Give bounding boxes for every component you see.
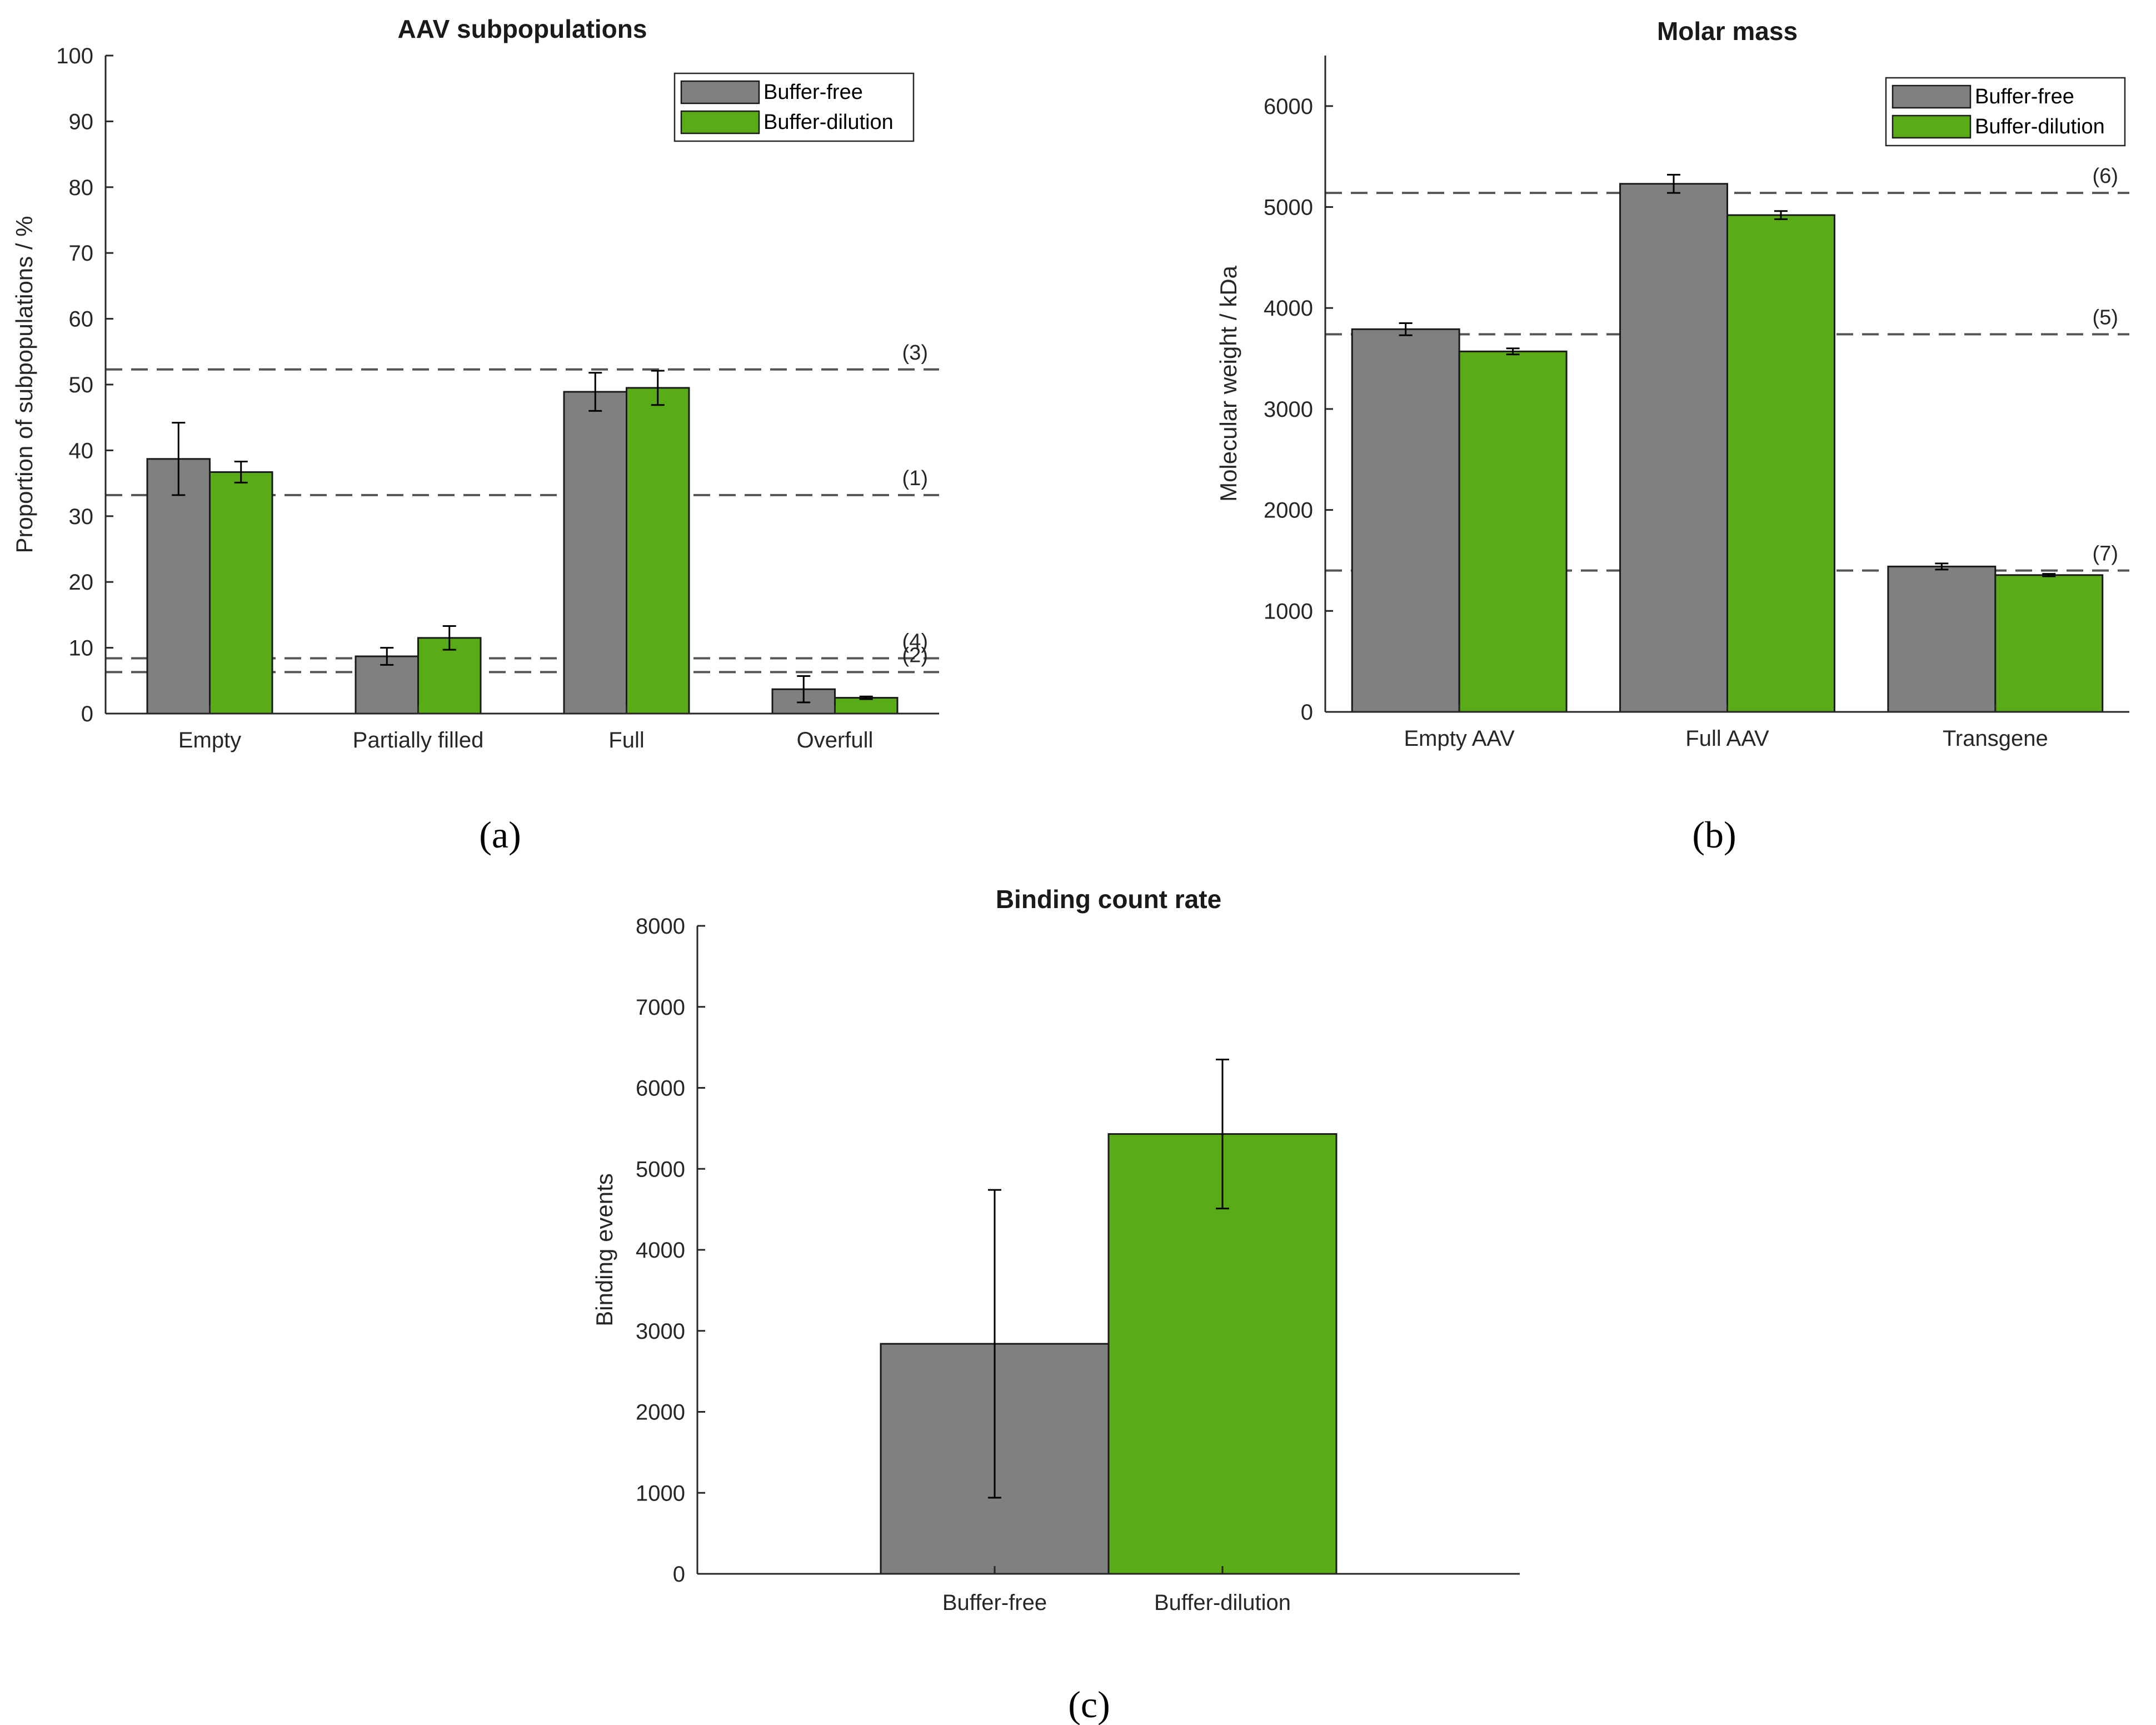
chart-b-ytick-label-1: 1000 (1264, 599, 1313, 624)
chart-a-ytick-label-2: 20 (69, 570, 94, 595)
chart-b-bar-0-1 (1619, 183, 1728, 713)
chart-c-title: Binding count rate (996, 885, 1221, 914)
chart-a-ytick-label-5: 50 (69, 373, 94, 397)
chart-b-xtick-label-2: Transgene (1943, 726, 2048, 751)
chart-a-ytick-label-7: 70 (69, 241, 94, 266)
chart-b-xtick-label-1: Full AAV (1685, 726, 1769, 751)
chart-a-ytick-label-9: 90 (69, 109, 94, 134)
chart-a-xtick-label-1: Partially filled (353, 728, 484, 752)
chart-c-ytick-label-6: 6000 (636, 1076, 685, 1101)
chart-b-ytick-label-6: 6000 (1264, 94, 1313, 119)
chart-a-xtick-label-0: Empty (178, 728, 241, 752)
chart-b-legend-label-0: Buffer-free (1975, 85, 2074, 108)
chart-c-ytick-label-5: 5000 (636, 1157, 685, 1181)
chart-a-xtick-label-2: Full (608, 728, 644, 752)
chart-a-bar-1-2 (626, 387, 690, 715)
chart-a-ytick-label-6: 60 (69, 307, 94, 332)
chart-a-legend-label-1: Buffer-dilution (763, 111, 894, 134)
chart-a-ytick-label-4: 40 (69, 438, 94, 463)
chart-c-ytick-label-1: 1000 (636, 1481, 685, 1505)
chart-b-xtick-label-0: Empty AAV (1404, 726, 1515, 751)
chart-b-bar-0-2 (1887, 565, 1997, 713)
chart-b-bar-1-2 (1994, 574, 2104, 713)
chart-b-ylabel: Molecular weight / kDa (1215, 265, 1241, 501)
panel-label-c: (c) (1068, 1683, 1110, 1725)
chart-b-ytick-label-3: 3000 (1264, 397, 1313, 422)
chart-c-ylabel: Binding events (591, 1173, 617, 1327)
chart-a-bar-1-0 (209, 471, 273, 715)
chart-a-refline-label-2: (4) (902, 630, 928, 654)
chart-b-legend-swatch-1 (1892, 114, 1972, 139)
chart-c-ytick-label-2: 2000 (636, 1400, 685, 1425)
chart-b-legend-label-1: Buffer-dilution (1975, 115, 2105, 138)
chart-a-bar-1-1 (417, 637, 482, 715)
chart-b-ytick-label-0: 0 (1301, 700, 1313, 725)
chart-b-title: Molar mass (1657, 17, 1798, 46)
chart-a-ytick-label-3: 30 (69, 505, 94, 529)
chart-b-refline-label-2: (7) (2093, 542, 2118, 566)
chart-b-legend-swatch-0 (1892, 84, 1972, 109)
chart-b-bar-1-0 (1458, 350, 1568, 713)
panel-label-b: (b) (1692, 814, 1736, 856)
chart-c-ytick-label-8: 8000 (636, 914, 685, 939)
panel-label-a: (a) (479, 814, 521, 856)
chart-b-refline-label-1: (5) (2093, 306, 2118, 329)
chart-a-ytick-label-1: 10 (69, 636, 94, 661)
chart-a-bar-0-0 (146, 458, 211, 715)
chart-c-ytick-label-4: 4000 (636, 1238, 685, 1263)
chart-a-legend-label-0: Buffer-free (763, 81, 863, 104)
chart-a-refline-label-1: (1) (902, 467, 928, 490)
chart-a-legend-swatch-0 (680, 80, 760, 104)
chart-a-title: AAV subpopulations (398, 14, 647, 43)
chart-a-legend-swatch-1 (680, 110, 760, 134)
chart-b-refline-label-0: (6) (2093, 164, 2118, 188)
chart-b-bar-0-0 (1351, 328, 1460, 713)
chart-c-ytick-label-7: 7000 (636, 995, 685, 1020)
chart-a-xtick-label-3: Overfull (797, 728, 874, 752)
chart-a-ytick-label-8: 80 (69, 176, 94, 200)
chart-c-ytick-label-3: 3000 (636, 1319, 685, 1344)
chart-c-ytick-label-0: 0 (673, 1562, 685, 1587)
chart-b-ytick-label-2: 2000 (1264, 498, 1313, 523)
chart-c-xtick-label-1: Buffer-dilution (1154, 1591, 1291, 1615)
chart-b-ytick-label-4: 4000 (1264, 296, 1313, 321)
chart-a-ytick-label-10: 100 (56, 44, 93, 68)
chart-a-bar-1-3 (834, 697, 899, 715)
chart-a-bar-0-2 (563, 391, 627, 715)
chart-a-ytick-label-0: 0 (81, 702, 93, 726)
chart-b-ytick-label-5: 5000 (1264, 196, 1313, 220)
chart-a-refline-label-0: (3) (902, 341, 928, 365)
chart-a-ylabel: Proportion of subpopulations / % (11, 216, 37, 553)
chart-b-bar-1-1 (1726, 214, 1835, 713)
chart-a-refline-label-3: (2) (902, 644, 928, 667)
chart-c-xtick-label-0: Buffer-free (942, 1591, 1047, 1615)
